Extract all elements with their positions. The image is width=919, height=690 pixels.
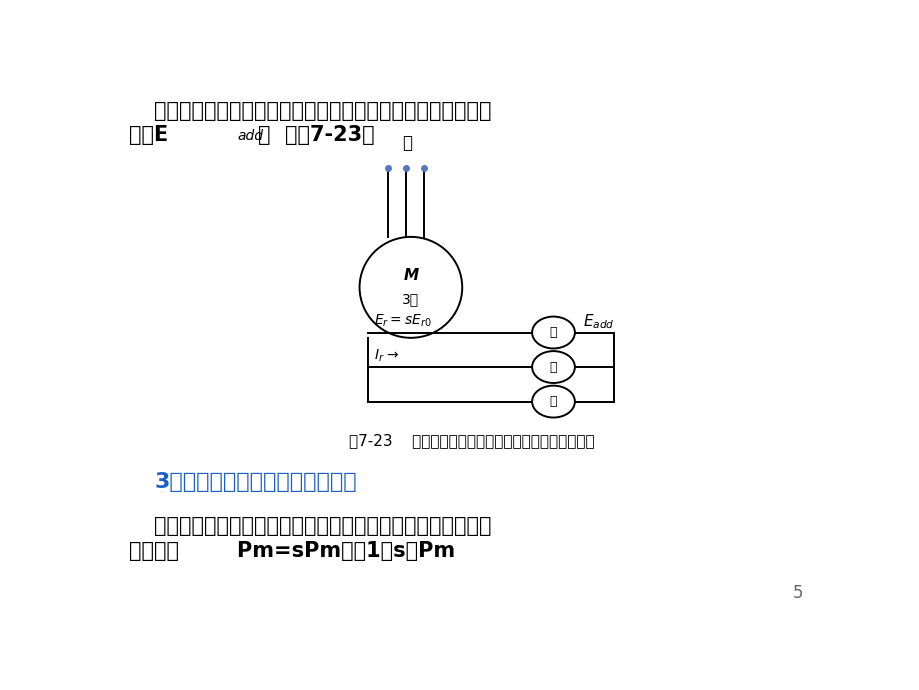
- Text: add: add: [237, 129, 264, 143]
- Text: $E_{add}$: $E_{add}$: [583, 313, 615, 331]
- Text: 动势E: 动势E: [129, 126, 168, 146]
- Text: $I_r$ →: $I_r$ →: [373, 348, 399, 364]
- Circle shape: [531, 317, 574, 348]
- Text: ，  如图7-23。: ， 如图7-23。: [257, 126, 374, 146]
- Circle shape: [531, 351, 574, 383]
- Text: 5: 5: [791, 584, 802, 602]
- Text: M: M: [403, 268, 418, 283]
- Text: 3、异步电机双馈调速的五种工况: 3、异步电机双馈调速的五种工况: [154, 472, 357, 492]
- Text: $E_r = sE_{r0}$: $E_r = sE_{r0}$: [373, 313, 431, 328]
- Text: ～: ～: [550, 326, 557, 339]
- Text: 忽略机械损耗和杂散损耗时，异步电机在任何工况下的功率关: 忽略机械损耗和杂散损耗时，异步电机在任何工况下的功率关: [154, 516, 491, 536]
- Text: ～: ～: [550, 361, 557, 373]
- Text: 3～: 3～: [402, 292, 419, 306]
- Text: 系可写作        Pm=sPm＋（1－s）Pm: 系可写作 Pm=sPm＋（1－s）Pm: [129, 541, 455, 561]
- Circle shape: [531, 386, 574, 417]
- Text: ～: ～: [550, 395, 557, 408]
- Text: ～: ～: [402, 134, 412, 152]
- Text: 图7-23    绕线转子异步电动机转子附加电动势的原理图: 图7-23 绕线转子异步电动机转子附加电动势的原理图: [348, 433, 594, 448]
- Text: 从电路结构上看，可认为是在转子绕组回路中附加一个交流电: 从电路结构上看，可认为是在转子绕组回路中附加一个交流电: [154, 101, 491, 121]
